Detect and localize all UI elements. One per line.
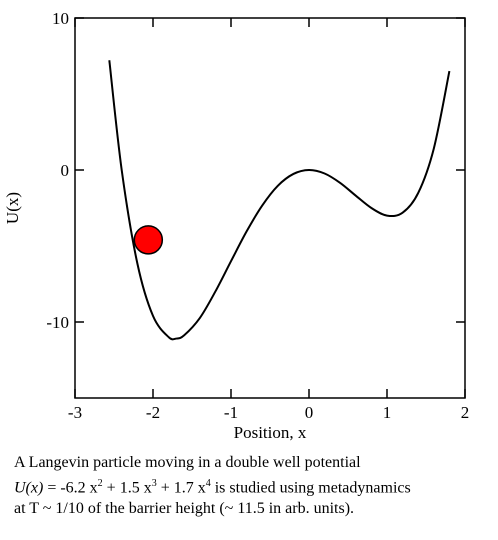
caption-text: is studied using metadynamics (210, 479, 411, 497)
x-tick-label: 2 (461, 403, 470, 422)
caption-line: A Langevin particle moving in a double w… (14, 454, 361, 471)
x-tick-label: 1 (383, 403, 392, 422)
y-axis-label: U(x) (3, 192, 22, 224)
x-tick-label: -2 (146, 403, 160, 422)
caption-sup: 3 (151, 478, 157, 489)
caption-text: = -6.2 x (43, 479, 98, 497)
x-tick-label: 0 (305, 403, 314, 422)
x-axis-label: Position, x (234, 423, 307, 442)
caption-sup: 4 (205, 478, 211, 489)
caption-sup: 2 (97, 478, 103, 489)
caption: A Langevin particle moving in a double w… (14, 452, 411, 519)
caption-line: at T ~ 1/10 of the barrier height (~ 11.… (14, 500, 355, 518)
particle (133, 225, 164, 255)
caption-text: + 1.5 x (102, 479, 152, 497)
caption-text: U(x) (14, 479, 44, 497)
potential-curve (108, 60, 451, 341)
y-tick-label: -10 (46, 313, 69, 332)
caption-line: U(x) = -6.2 x2 + 1.5 x3 + 1.7 x4 is stud… (14, 473, 411, 498)
caption-text: + 1.7 x (156, 479, 206, 497)
y-tick-label: 0 (61, 161, 70, 180)
x-tick-label: -3 (68, 403, 82, 422)
plot-frame (74, 17, 466, 399)
x-tick-label: -1 (224, 403, 238, 422)
y-tick-label: 10 (52, 9, 69, 28)
